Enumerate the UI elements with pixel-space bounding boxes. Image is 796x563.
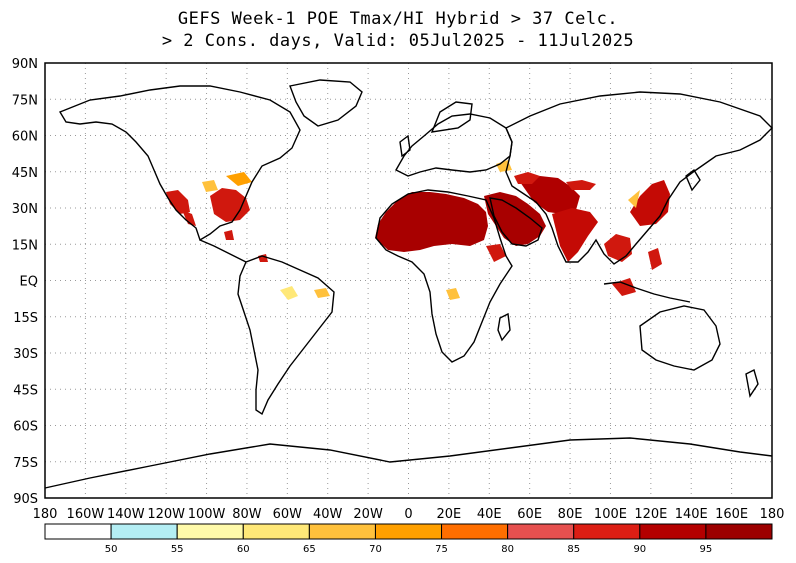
shade-ethiopia xyxy=(486,244,506,262)
colorbar-swatch xyxy=(308,523,376,540)
shade-iran-pakistan xyxy=(520,176,580,214)
shade-china-edge xyxy=(628,190,640,208)
longitude-tick-label: 180 xyxy=(760,507,785,522)
shade-congo xyxy=(446,288,460,300)
coastlines xyxy=(44,79,773,489)
outline-australia xyxy=(639,305,721,371)
latitude-tick-label: 60S xyxy=(13,420,38,435)
longitude-tick-label: 160E xyxy=(715,507,748,522)
longitude-tick-label: 80W xyxy=(232,507,262,522)
colorbar-swatch xyxy=(176,523,244,540)
longitude-tick-label: 60W xyxy=(273,507,303,522)
shade-central-asia xyxy=(514,172,540,184)
shade-tarim xyxy=(566,180,596,190)
latitude-tick-label: EQ xyxy=(20,275,38,290)
shade-brazil-a xyxy=(280,286,298,300)
longitude-tick-label: 140W xyxy=(107,507,145,522)
outline-indonesia xyxy=(603,281,691,303)
latitude-tick-label: 15S xyxy=(13,311,38,326)
longitude-tick-label: 120W xyxy=(147,507,185,522)
heat-probability-shading xyxy=(166,160,670,300)
longitude-tick-label: 120E xyxy=(634,507,667,522)
shade-arabia xyxy=(484,192,546,246)
colorbar-label: 75 xyxy=(435,544,448,555)
outline-africa xyxy=(375,189,513,363)
colorbar-label: 70 xyxy=(369,544,382,555)
outline-south-america xyxy=(237,255,335,416)
longitude-tick-label: 60E xyxy=(517,507,542,522)
colorbar-swatch xyxy=(242,523,310,540)
latitude-tick-label: 60N xyxy=(12,130,38,145)
colorbar-label: 90 xyxy=(633,544,646,555)
colorbar-swatch xyxy=(507,523,575,540)
colorbar-label: 55 xyxy=(171,544,184,555)
outline-antarctica xyxy=(44,437,773,489)
longitude-tick-label: 40W xyxy=(313,507,343,522)
colorbar-swatch xyxy=(441,523,509,540)
colorbar-label: 95 xyxy=(700,544,713,555)
shade-us-southwest xyxy=(166,190,190,214)
latitude-tick-label: 30S xyxy=(13,347,38,362)
colorbar: 50 55 60 65 70 75 80 85 90 95 xyxy=(44,523,773,555)
map-frame xyxy=(44,62,773,499)
outline-north-america xyxy=(58,85,301,242)
shade-brazil-b xyxy=(314,288,330,298)
latitude-tick-label: 45N xyxy=(12,166,38,181)
longitude-tick-label: 180 xyxy=(33,507,58,522)
colorbar-swatch xyxy=(639,523,707,540)
graticule xyxy=(45,63,772,498)
latitude-tick-label: 90N xyxy=(12,57,38,72)
outline-asia xyxy=(505,91,773,265)
shade-mexico xyxy=(182,210,196,226)
longitude-tick-label: 140E xyxy=(675,507,708,522)
longitude-tick-label: 100W xyxy=(188,507,226,522)
latitude-tick-label: 75S xyxy=(13,456,38,471)
map-title-line-2: > 2 Cons. days, Valid: 05Jul2025 - 11Jul… xyxy=(161,31,635,51)
shade-us-plains xyxy=(202,180,218,192)
shade-philippines xyxy=(648,248,662,270)
shade-india xyxy=(552,208,598,262)
colorbar-swatch xyxy=(44,523,112,540)
colorbar-label: 60 xyxy=(237,544,250,555)
shade-se-asia xyxy=(604,234,632,262)
outline-madagascar xyxy=(497,312,511,342)
longitude-tick-label: 20W xyxy=(353,507,383,522)
outline-greenland xyxy=(289,79,363,127)
colorbar-swatch xyxy=(573,523,641,540)
colorbar-label: 65 xyxy=(303,544,316,555)
latitude-tick-label: 90S xyxy=(13,492,38,507)
longitude-tick-label: 80E xyxy=(558,507,583,522)
longitude-labels: 180 160W 140W 120W 100W 80W 60W 40W 20W 0 20E 40E 60… xyxy=(33,507,785,522)
colorbar-swatch xyxy=(110,523,178,540)
outline-japan xyxy=(685,168,701,192)
outline-new-zealand xyxy=(745,368,759,398)
colorbar-label: 80 xyxy=(501,544,514,555)
latitude-tick-label: 15N xyxy=(12,238,38,253)
longitude-tick-label: 40E xyxy=(477,507,502,522)
colorbar-label: 50 xyxy=(105,544,118,555)
shade-us-southeast xyxy=(210,188,250,222)
colorbar-label: 85 xyxy=(567,544,580,555)
longitude-tick-label: 0 xyxy=(404,507,412,522)
longitude-tick-label: 20E xyxy=(437,507,462,522)
map-title-line-1: GEFS Week-1 POE Tmax/HI Hybrid > 37 Celc… xyxy=(177,9,619,29)
longitude-tick-label: 100E xyxy=(594,507,627,522)
outline-arabia xyxy=(489,197,543,247)
colorbar-swatch xyxy=(705,523,773,540)
colorbar-swatch xyxy=(374,523,443,540)
latitude-tick-label: 30N xyxy=(12,202,38,217)
shade-us-east xyxy=(226,172,252,186)
outline-scandinavia xyxy=(430,101,473,133)
latitude-tick-label: 45S xyxy=(13,383,38,398)
longitude-tick-label: 160W xyxy=(67,507,105,522)
outline-central-america xyxy=(199,239,247,263)
outline-uk xyxy=(399,134,411,158)
shade-north-africa xyxy=(375,192,488,252)
shade-cuba xyxy=(224,230,234,240)
latitude-tick-label: 75N xyxy=(12,93,38,108)
latitude-labels: 90N 75N 60N 45N 30N 15N EQ 15S 30S 45S 60S 75S 90S xyxy=(12,57,38,507)
